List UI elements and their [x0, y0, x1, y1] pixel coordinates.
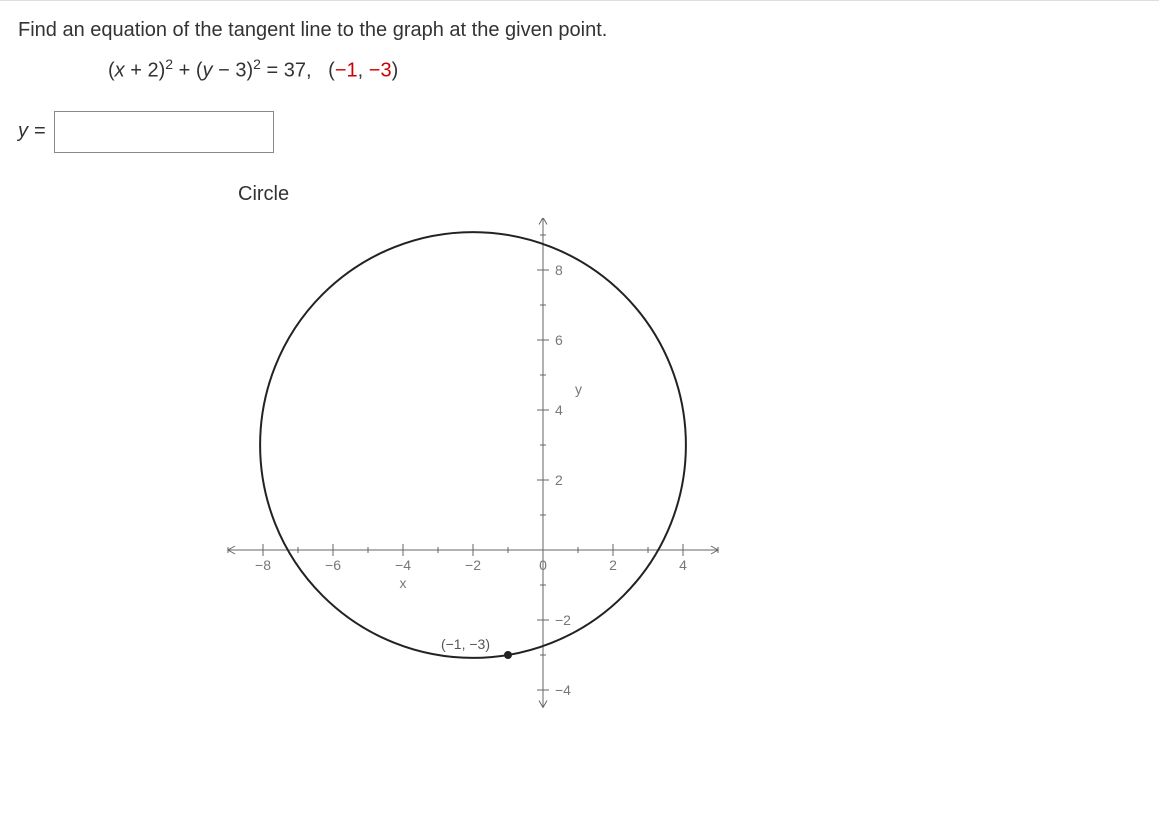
page: Find an equation of the tangent line to … [0, 0, 1159, 820]
svg-text:4: 4 [679, 557, 687, 573]
equation: (x + 2)2 + (y − 3)2 = 37, (−1, −3) [108, 56, 1141, 83]
svg-text:8: 8 [555, 262, 563, 278]
svg-text:−2: −2 [555, 612, 571, 628]
answer-row: y = [18, 111, 1141, 153]
answer-var: y [18, 120, 28, 143]
graph-block: Circle −8 −6 −4 −2 0 2 4 −4 −2 2 4 6 8 x y (−1, −3) [208, 183, 1141, 708]
svg-text:−8: −8 [255, 557, 271, 573]
svg-text:6: 6 [555, 332, 563, 348]
svg-text:−4: −4 [395, 557, 411, 573]
svg-text:−2: −2 [465, 557, 481, 573]
svg-text:2: 2 [555, 472, 563, 488]
svg-text:(−1, −3): (−1, −3) [441, 636, 490, 652]
svg-text:4: 4 [555, 402, 563, 418]
point-y: −3 [369, 60, 392, 82]
question-prompt: Find an equation of the tangent line to … [18, 19, 1141, 42]
circle-graph: −8 −6 −4 −2 0 2 4 −4 −2 2 4 6 8 x y (−1, −3) [208, 218, 728, 708]
svg-text:x: x [400, 575, 407, 591]
svg-text:2: 2 [609, 557, 617, 573]
svg-text:0: 0 [539, 557, 547, 573]
svg-text:−6: −6 [325, 557, 341, 573]
answer-input[interactable] [54, 111, 274, 153]
svg-text:−4: −4 [555, 682, 571, 698]
graph-title: Circle [238, 183, 1141, 206]
point-x: −1 [335, 60, 358, 82]
svg-text:y: y [575, 381, 582, 397]
answer-equals: = [34, 120, 46, 143]
